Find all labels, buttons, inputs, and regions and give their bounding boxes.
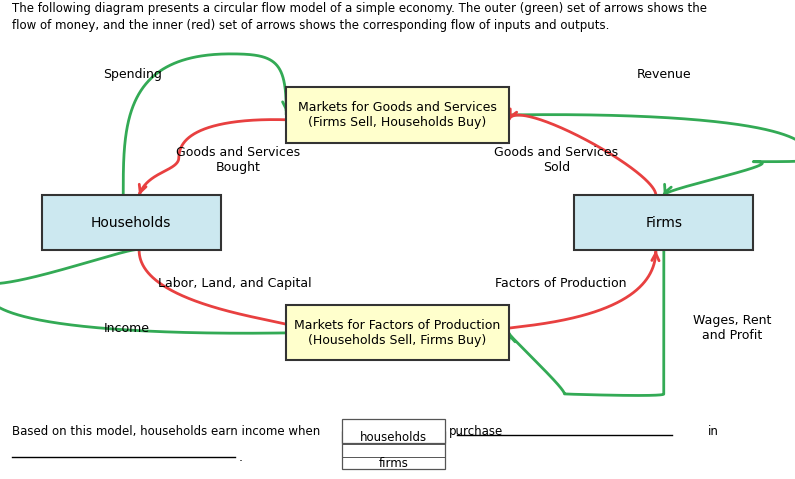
Text: Goods and Services
Sold: Goods and Services Sold [494,147,619,174]
Text: Labor, Land, and Capital: Labor, Land, and Capital [157,277,312,290]
Text: Factors of Production: Factors of Production [494,277,626,290]
Text: Spending: Spending [103,68,162,81]
Text: Goods and Services
Bought: Goods and Services Bought [176,147,301,174]
FancyBboxPatch shape [286,306,509,361]
Text: Markets for Factors of Production
(Households Sell, Firms Buy): Markets for Factors of Production (House… [294,319,501,347]
Text: Revenue: Revenue [637,68,692,81]
Text: firms: firms [378,456,409,469]
FancyBboxPatch shape [342,431,445,469]
FancyBboxPatch shape [574,195,753,250]
Text: Firms: Firms [646,216,682,230]
Text: .: . [238,451,242,464]
Text: Wages, Rent
and Profit: Wages, Rent and Profit [693,314,772,342]
Text: Households: Households [91,216,172,230]
FancyBboxPatch shape [42,195,221,250]
Text: The following diagram presents a circular flow model of a simple economy. The ou: The following diagram presents a circula… [12,2,707,15]
Text: Based on this model, households earn income when: Based on this model, households earn inc… [12,424,320,438]
Text: households: households [360,431,427,444]
FancyBboxPatch shape [286,88,509,143]
Text: in: in [708,424,719,438]
Text: Income: Income [103,321,149,335]
Text: purchase: purchase [449,424,503,438]
FancyBboxPatch shape [342,419,445,443]
Text: Markets for Goods and Services
(Firms Sell, Households Buy): Markets for Goods and Services (Firms Se… [298,101,497,129]
Text: flow of money, and the inner (red) set of arrows shows the corresponding flow of: flow of money, and the inner (red) set o… [12,19,609,32]
